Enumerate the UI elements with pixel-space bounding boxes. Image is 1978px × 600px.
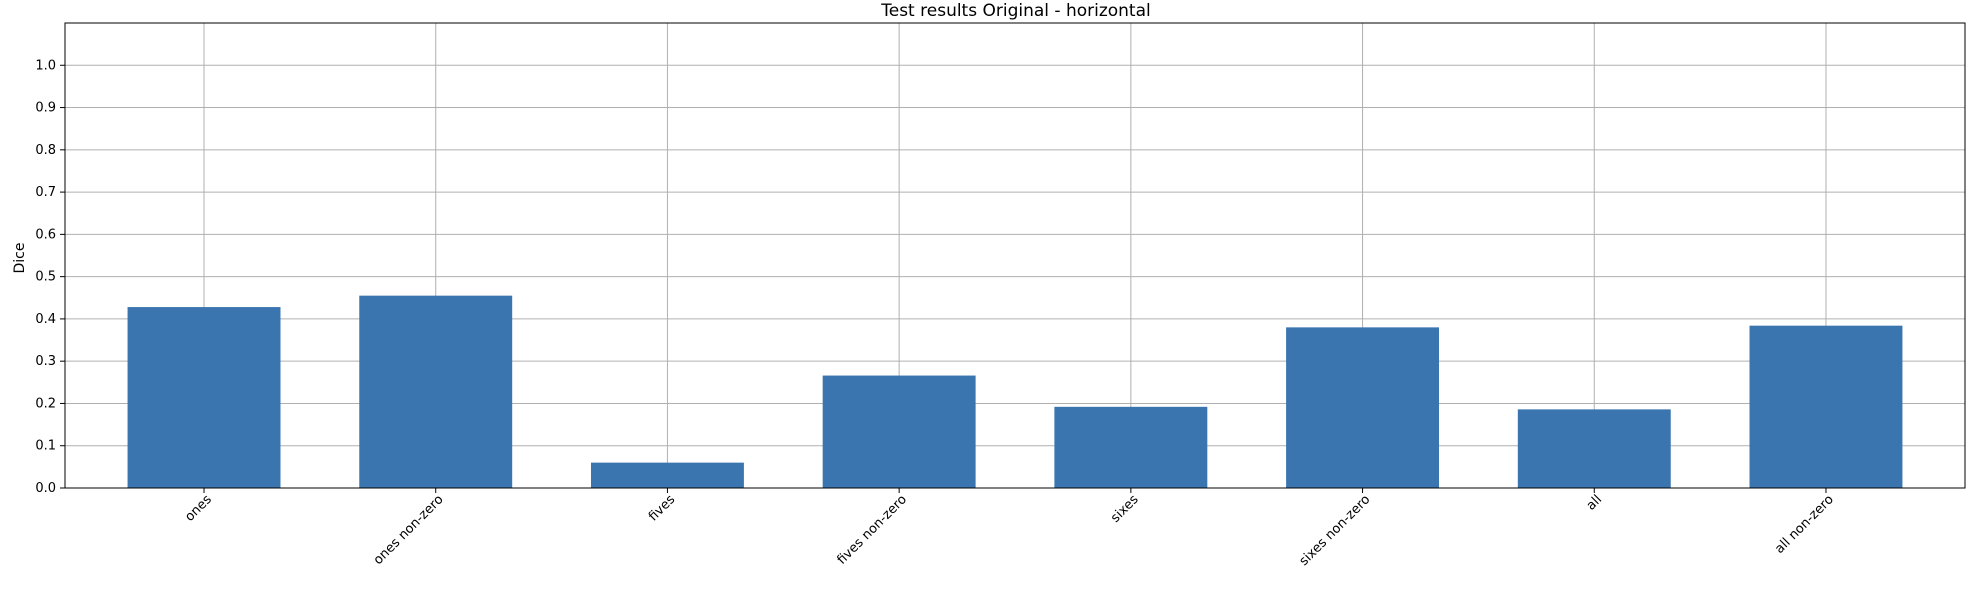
bar bbox=[127, 307, 281, 488]
y-tick-label: 0.7 bbox=[35, 185, 56, 200]
x-tick-label: fives non-zero bbox=[834, 492, 910, 568]
y-tick-label: 0.5 bbox=[35, 270, 56, 285]
y-tick-label: 0.2 bbox=[35, 396, 56, 411]
x-tick-label: sixes bbox=[1108, 492, 1142, 526]
y-axis-label: Dice bbox=[12, 243, 28, 274]
y-tick-label: 1.0 bbox=[35, 58, 56, 73]
bar bbox=[1749, 325, 1903, 488]
y-axis: 0.0 0.1 0.2 0.3 0.4 0.5 0.6 0.7 0.8 0.9 1.0 bbox=[35, 58, 65, 496]
x-tick-label: all non-zero bbox=[1772, 492, 1837, 557]
y-tick-label: 0.1 bbox=[35, 439, 56, 454]
plot-frame bbox=[64, 22, 1966, 489]
grid-lines bbox=[65, 23, 1965, 489]
y-tick-label: 0.9 bbox=[35, 101, 56, 116]
chart-title: Test results Original - horizontal bbox=[880, 1, 1151, 21]
x-tick-label: sixes non-zero bbox=[1297, 492, 1374, 569]
x-axis: ones ones non-zero fives fives non-zero sixe… bbox=[182, 488, 1837, 569]
y-tick-label: 0.8 bbox=[35, 143, 56, 158]
x-tick-label: fives bbox=[646, 492, 678, 524]
x-tick-label: ones non-zero bbox=[371, 492, 447, 568]
y-tick-label: 0.6 bbox=[35, 227, 56, 242]
bar bbox=[1286, 327, 1440, 488]
y-tick-label: 0.3 bbox=[35, 354, 56, 369]
y-tick-label: 0.4 bbox=[35, 312, 56, 327]
bar bbox=[822, 375, 976, 488]
x-tick-label: ones bbox=[182, 492, 215, 525]
bars bbox=[127, 295, 1903, 488]
bar bbox=[1054, 406, 1208, 488]
bar bbox=[1517, 409, 1671, 488]
x-tick-label: all bbox=[1584, 492, 1605, 513]
bar bbox=[359, 295, 513, 488]
y-tick-label: 0.0 bbox=[35, 481, 56, 496]
bar bbox=[590, 462, 744, 488]
